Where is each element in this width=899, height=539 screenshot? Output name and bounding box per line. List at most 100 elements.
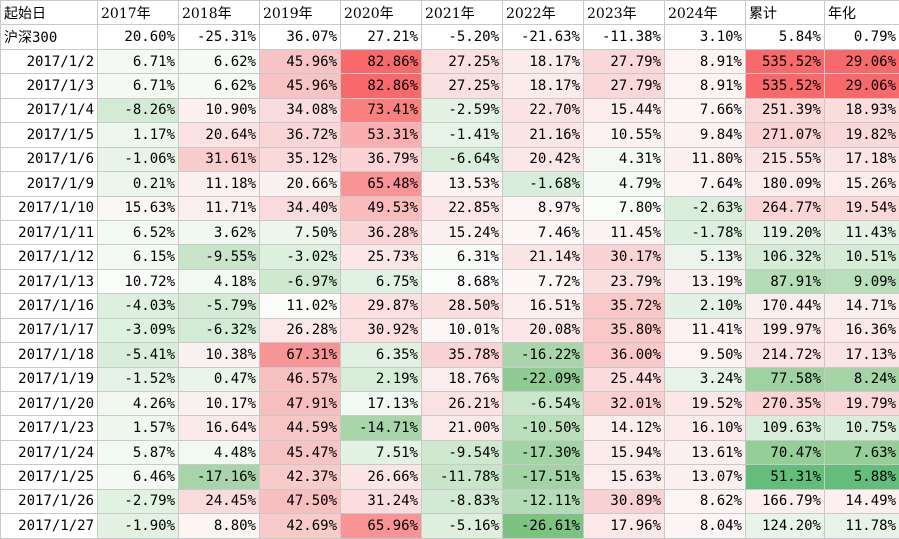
row-label: 2017/1/19 — [1, 367, 98, 391]
return-cell: -1.68% — [503, 172, 584, 196]
return-cell: 6.35% — [341, 343, 422, 367]
column-header: 年化 — [825, 1, 899, 25]
return-cell: 11.43% — [825, 220, 899, 244]
return-cell: 7.51% — [341, 440, 422, 464]
return-cell: 109.63% — [746, 416, 825, 440]
row-label: 2017/1/18 — [1, 343, 98, 367]
return-cell: 31.24% — [341, 489, 422, 513]
return-cell: 4.31% — [584, 147, 665, 171]
return-cell: 10.17% — [179, 392, 260, 416]
return-cell: 27.79% — [584, 49, 665, 73]
return-cell: 119.20% — [746, 220, 825, 244]
return-cell: 7.80% — [584, 196, 665, 220]
return-cell: 13.53% — [422, 172, 503, 196]
return-cell: -1.41% — [422, 123, 503, 147]
return-cell: 36.28% — [341, 220, 422, 244]
return-cell: 67.31% — [260, 343, 341, 367]
return-cell: 24.45% — [179, 489, 260, 513]
return-cell: 8.80% — [179, 514, 260, 538]
return-cell: -4.03% — [98, 294, 179, 318]
row-label: 2017/1/25 — [1, 465, 98, 489]
column-header-start-date: 起始日 — [1, 1, 98, 25]
return-cell: -6.32% — [179, 318, 260, 342]
return-cell: -2.79% — [98, 489, 179, 513]
return-cell: 15.26% — [825, 172, 899, 196]
return-cell: 70.47% — [746, 440, 825, 464]
return-cell: 20.42% — [503, 147, 584, 171]
row-label: 2017/1/2 — [1, 49, 98, 73]
return-cell: 65.96% — [341, 514, 422, 538]
return-cell: 199.97% — [746, 318, 825, 342]
return-cell: 26.28% — [260, 318, 341, 342]
return-cell: -6.97% — [260, 269, 341, 293]
row-label: 2017/1/3 — [1, 74, 98, 98]
return-cell: 180.09% — [746, 172, 825, 196]
return-cell: 29.87% — [341, 294, 422, 318]
return-cell: 46.57% — [260, 367, 341, 391]
return-cell: -5.16% — [422, 514, 503, 538]
return-cell: 8.24% — [825, 367, 899, 391]
return-cell: -26.61% — [503, 514, 584, 538]
return-cell: -11.38% — [584, 25, 665, 49]
return-cell: 5.88% — [825, 465, 899, 489]
return-cell: -3.09% — [98, 318, 179, 342]
return-cell: 14.71% — [825, 294, 899, 318]
return-cell: 9.09% — [825, 269, 899, 293]
return-cell: 214.72% — [746, 343, 825, 367]
return-cell: 51.31% — [746, 465, 825, 489]
return-cell: 25.44% — [584, 367, 665, 391]
return-cell: 8.04% — [665, 514, 746, 538]
return-cell: -1.90% — [98, 514, 179, 538]
return-cell: 10.51% — [825, 245, 899, 269]
return-cell: 34.40% — [260, 196, 341, 220]
return-cell: -8.26% — [98, 98, 179, 122]
return-cell: 21.16% — [503, 123, 584, 147]
return-cell: 17.13% — [341, 392, 422, 416]
return-cell: 11.18% — [179, 172, 260, 196]
return-cell: 5.13% — [665, 245, 746, 269]
return-cell: 87.91% — [746, 269, 825, 293]
return-cell: 35.80% — [584, 318, 665, 342]
return-cell: 22.70% — [503, 98, 584, 122]
return-cell: 28.50% — [422, 294, 503, 318]
return-cell: 5.87% — [98, 440, 179, 464]
return-cell: 20.08% — [503, 318, 584, 342]
row-label: 2017/1/10 — [1, 196, 98, 220]
return-cell: 124.20% — [746, 514, 825, 538]
return-cell: 21.00% — [422, 416, 503, 440]
return-cell: -6.54% — [503, 392, 584, 416]
row-label: 2017/1/26 — [1, 489, 98, 513]
return-cell: -2.63% — [665, 196, 746, 220]
return-cell: 45.96% — [260, 74, 341, 98]
return-cell: -17.16% — [179, 465, 260, 489]
return-cell: 45.96% — [260, 49, 341, 73]
return-cell: 77.58% — [746, 367, 825, 391]
return-cell: 27.25% — [422, 49, 503, 73]
row-label: 2017/1/27 — [1, 514, 98, 538]
return-cell: -6.64% — [422, 147, 503, 171]
return-cell: 11.78% — [825, 514, 899, 538]
return-cell: 6.52% — [98, 220, 179, 244]
return-cell: 16.10% — [665, 416, 746, 440]
row-label: 2017/1/12 — [1, 245, 98, 269]
return-cell: 42.37% — [260, 465, 341, 489]
return-cell: -1.52% — [98, 367, 179, 391]
return-cell: 82.86% — [341, 74, 422, 98]
return-cell: 20.60% — [98, 25, 179, 49]
return-cell: 15.63% — [584, 465, 665, 489]
row-label: 2017/1/13 — [1, 269, 98, 293]
return-cell: 6.75% — [341, 269, 422, 293]
return-cell: 18.17% — [503, 74, 584, 98]
return-cell: 30.92% — [341, 318, 422, 342]
return-cell: 29.06% — [825, 74, 899, 98]
row-label: 2017/1/4 — [1, 98, 98, 122]
return-cell: -25.31% — [179, 25, 260, 49]
return-cell: -11.78% — [422, 465, 503, 489]
return-cell: 4.48% — [179, 440, 260, 464]
